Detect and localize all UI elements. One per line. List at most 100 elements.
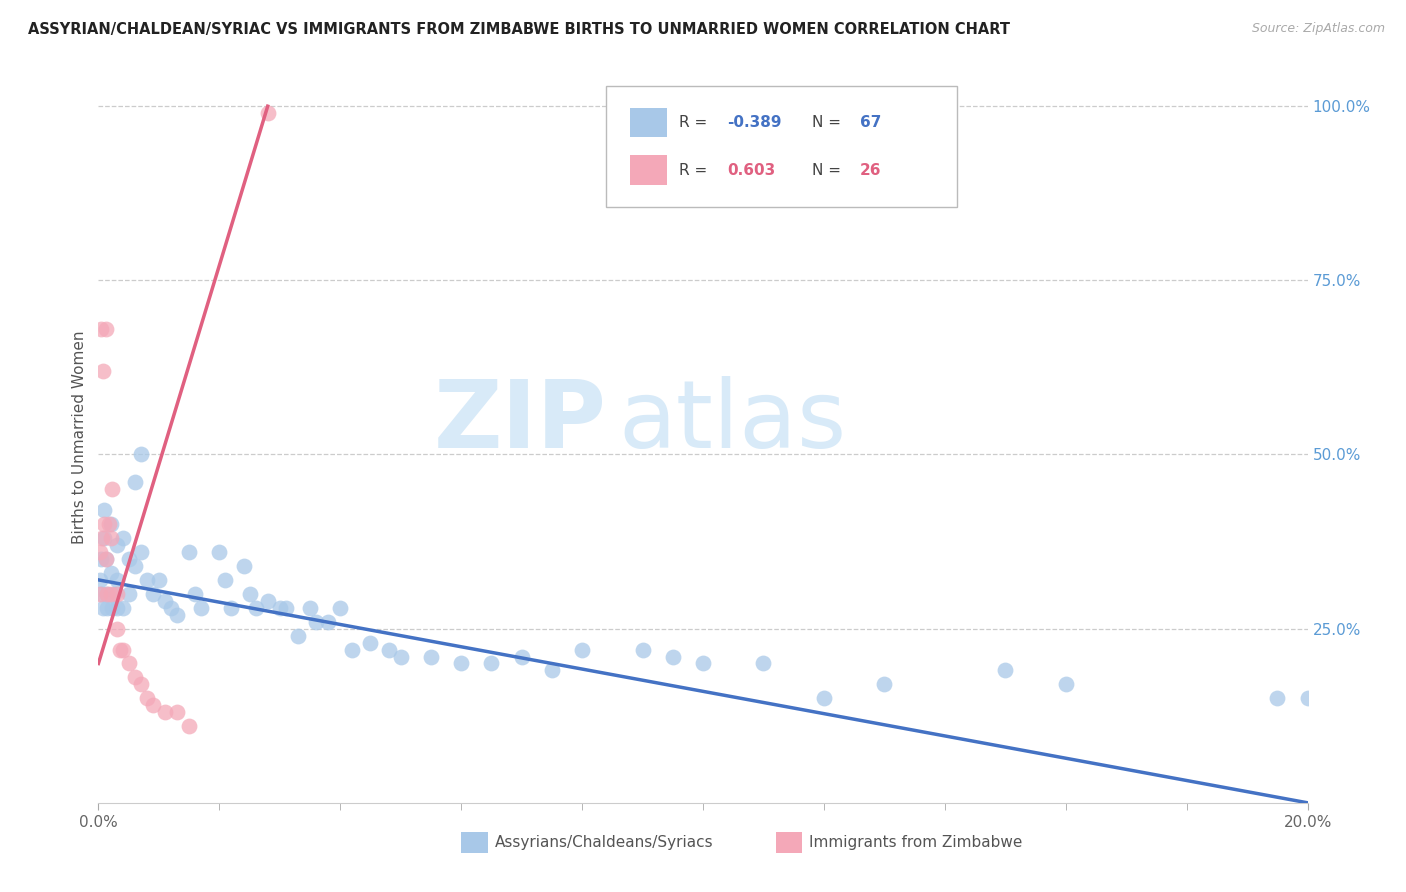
Point [1296, 691, 1319, 706]
Point [105, 538, 128, 552]
Point [813, 691, 835, 706]
Point [105, 587, 128, 601]
Point [100, 566, 122, 580]
Point [129, 545, 152, 559]
Point [91, 364, 114, 378]
Bar [630, 155, 666, 185]
Point [214, 573, 236, 587]
Point [105, 600, 128, 615]
Point [256, 106, 278, 120]
Point [90, 552, 112, 566]
Point [111, 600, 134, 615]
Point [450, 657, 472, 671]
Point [103, 587, 125, 601]
Point [90, 322, 112, 336]
Point [571, 642, 593, 657]
Text: R =: R = [679, 162, 711, 178]
Bar [630, 108, 666, 137]
Point [100, 587, 122, 601]
Point [148, 573, 170, 587]
Point [135, 691, 157, 706]
Point [299, 600, 322, 615]
Text: 26: 26 [860, 162, 882, 178]
Point [135, 573, 157, 587]
Point [93, 517, 115, 532]
Text: N =: N = [811, 115, 845, 130]
Point [91, 600, 114, 615]
Point [994, 664, 1017, 678]
Point [129, 677, 152, 691]
Point [190, 600, 212, 615]
Point [256, 594, 278, 608]
Text: -0.389: -0.389 [727, 115, 782, 130]
Point [239, 587, 262, 601]
Point [245, 600, 267, 615]
Point [100, 517, 122, 532]
Point [111, 531, 134, 545]
Point [124, 670, 146, 684]
Point [96, 600, 118, 615]
Point [692, 657, 714, 671]
Point [89, 573, 111, 587]
Point [124, 475, 146, 490]
Point [540, 664, 562, 678]
Point [360, 635, 382, 649]
Point [269, 600, 291, 615]
Point [232, 558, 254, 573]
Point [89, 545, 111, 559]
Point [129, 448, 152, 462]
Point [89, 587, 111, 601]
Point [208, 545, 231, 559]
Point [329, 600, 352, 615]
Point [166, 607, 188, 622]
Point [873, 677, 896, 691]
Point [142, 698, 165, 713]
Point [221, 600, 243, 615]
Point [111, 642, 134, 657]
Point [752, 657, 775, 671]
Text: ZIP: ZIP [433, 376, 606, 468]
Point [118, 587, 141, 601]
Point [93, 503, 115, 517]
Text: 67: 67 [860, 115, 882, 130]
Point [420, 649, 443, 664]
Text: atlas: atlas [619, 376, 846, 468]
Point [481, 657, 503, 671]
Point [124, 558, 146, 573]
Point [142, 587, 165, 601]
Text: Assyrians/Chaldeans/Syriacs: Assyrians/Chaldeans/Syriacs [495, 835, 714, 850]
Point [166, 705, 188, 719]
Text: 0.603: 0.603 [727, 162, 776, 178]
Point [108, 642, 131, 657]
Point [96, 322, 118, 336]
Text: Source: ZipAtlas.com: Source: ZipAtlas.com [1251, 22, 1385, 36]
Text: R =: R = [679, 115, 711, 130]
Point [100, 531, 122, 545]
Point [96, 587, 118, 601]
Point [91, 587, 114, 601]
Point [100, 483, 122, 497]
Point [105, 573, 128, 587]
Point [160, 600, 183, 615]
Point [98, 517, 121, 532]
Point [93, 531, 115, 545]
Point [118, 552, 141, 566]
Text: Immigrants from Zimbabwe: Immigrants from Zimbabwe [810, 835, 1022, 850]
Point [96, 587, 118, 601]
Point [342, 642, 364, 657]
Bar [461, 832, 488, 853]
Point [661, 649, 683, 664]
Point [100, 600, 122, 615]
Bar [776, 832, 803, 853]
Point [105, 622, 128, 636]
Point [287, 629, 309, 643]
Point [389, 649, 412, 664]
FancyBboxPatch shape [606, 86, 957, 207]
Point [631, 642, 654, 657]
Point [94, 552, 117, 566]
Point [118, 657, 141, 671]
Point [1054, 677, 1077, 691]
Point [184, 587, 207, 601]
Text: N =: N = [811, 162, 845, 178]
Point [179, 545, 201, 559]
